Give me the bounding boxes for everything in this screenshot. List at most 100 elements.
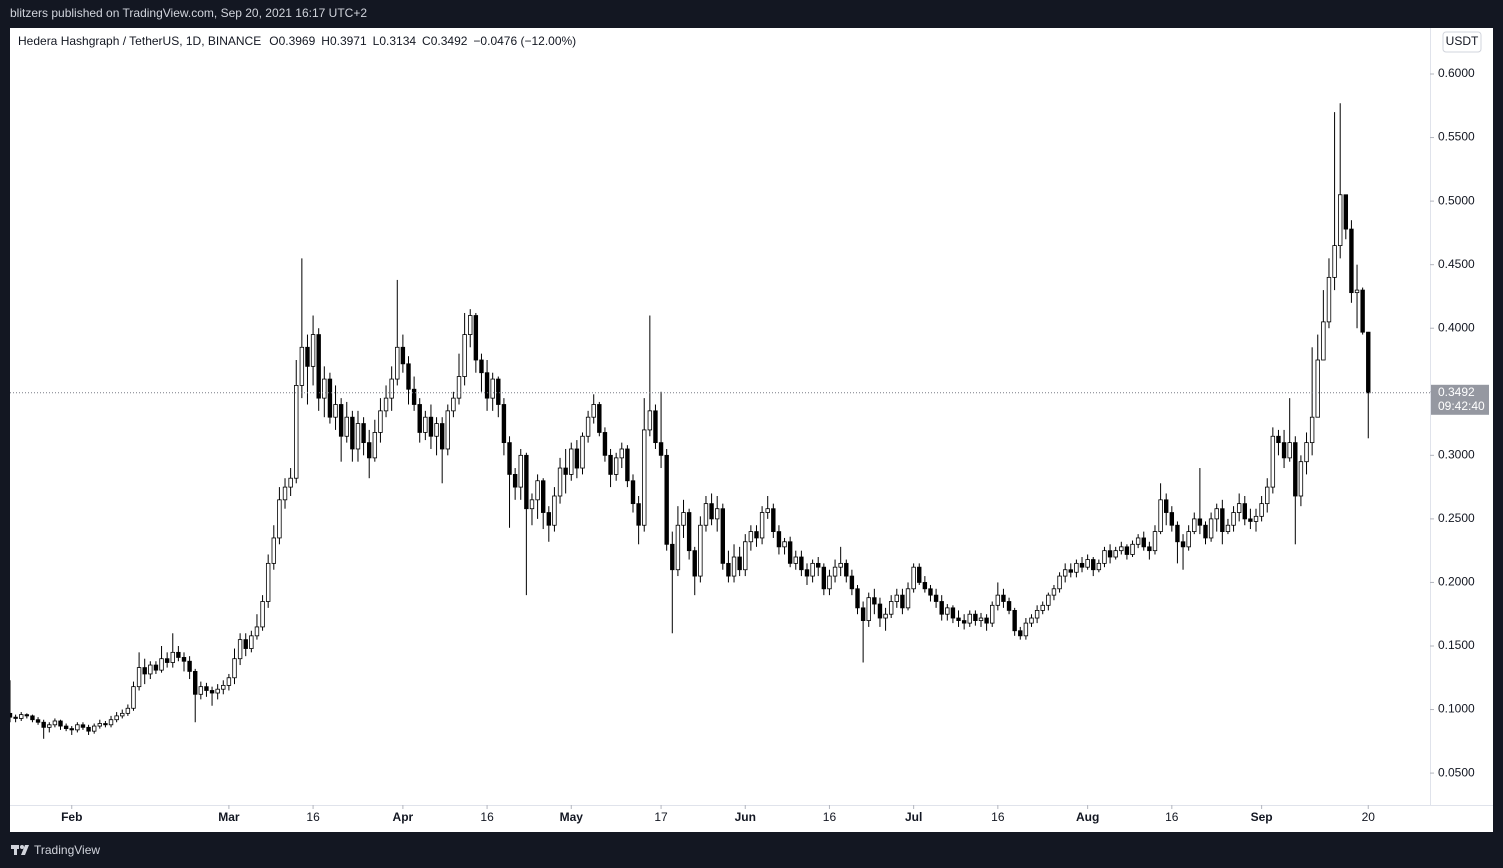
candle-body <box>19 714 24 719</box>
x-tick-label: 16 <box>1165 810 1179 824</box>
candle-body <box>681 512 686 526</box>
y-tick-label: 0.5500 <box>1438 130 1475 144</box>
candle-body <box>804 569 810 577</box>
candle-body <box>647 410 653 431</box>
candle-body <box>1281 442 1287 459</box>
candle-body <box>411 388 417 405</box>
candle-body <box>226 677 232 686</box>
candle-body <box>1225 524 1231 532</box>
candle-body <box>507 442 512 475</box>
tv-logo <box>11 845 29 855</box>
candle-body <box>686 512 692 552</box>
candle-body <box>445 410 450 450</box>
currency-button[interactable] <box>1442 31 1482 53</box>
candle-body <box>776 531 782 548</box>
candle-body <box>860 607 866 621</box>
x-tick-label: 20 <box>1362 810 1376 824</box>
candle-body <box>569 448 574 475</box>
x-tick-label: 16 <box>480 810 494 824</box>
legend-key: H <box>321 34 330 48</box>
x-tick-label: 17 <box>654 810 668 824</box>
candle-body <box>400 346 406 365</box>
candle-body <box>512 473 518 488</box>
candle-body <box>378 410 383 433</box>
candle-body <box>1360 289 1365 333</box>
candle-body <box>933 594 939 602</box>
candle-body <box>1012 610 1017 632</box>
legend-value: 0.3969 <box>279 34 316 48</box>
candle-body <box>131 686 136 709</box>
countdown-label: 09:42:40 <box>1438 399 1485 413</box>
candle-body <box>1057 575 1062 590</box>
x-tick-label: Aug <box>1076 810 1099 824</box>
legend-key: L <box>373 34 380 48</box>
candle-body <box>844 562 849 577</box>
candle-body <box>1169 512 1175 526</box>
candle-body <box>580 435 585 469</box>
currency-label[interactable]: USDT <box>1446 34 1479 48</box>
candle-body <box>737 556 742 571</box>
candle-body <box>271 537 276 564</box>
x-tick-label: May <box>560 810 584 824</box>
candle-body <box>799 556 804 571</box>
candle-body <box>338 404 344 437</box>
y-tick-label: 0.3000 <box>1438 448 1475 462</box>
candle-body <box>541 480 546 513</box>
candle-body <box>41 721 46 728</box>
candle-body <box>956 617 961 621</box>
candle-body <box>1062 569 1068 577</box>
candle-body <box>395 346 400 380</box>
candle-body <box>1248 518 1253 522</box>
candle-body <box>1180 541 1186 548</box>
candle-body <box>658 442 664 456</box>
candle-body <box>288 477 293 488</box>
candle-body <box>237 639 243 660</box>
candle-body <box>585 416 591 437</box>
candle-body <box>670 543 675 571</box>
candle-body <box>524 454 529 510</box>
candle-body <box>782 541 787 548</box>
candle-body <box>877 603 883 619</box>
x-tick-label: 16 <box>306 810 320 824</box>
candle-body <box>193 671 198 695</box>
y-tick-label: 0.6000 <box>1438 66 1475 80</box>
candle-body <box>473 315 479 361</box>
candle-body <box>260 601 265 628</box>
candle-body <box>355 423 361 450</box>
candle-body <box>714 508 720 520</box>
candle-body <box>1006 601 1012 611</box>
candle-body <box>372 432 378 459</box>
candle-body <box>563 467 568 475</box>
candle-body <box>164 658 170 663</box>
candle-body <box>136 667 142 688</box>
candle-body <box>1113 550 1118 558</box>
candle-body <box>827 575 832 590</box>
candle-body <box>1304 442 1309 463</box>
candle-body <box>1152 531 1158 552</box>
candle-body <box>1287 442 1292 459</box>
candle-body <box>1085 559 1090 568</box>
candle-body <box>1001 594 1006 602</box>
candle-body <box>1293 442 1298 497</box>
candle-body <box>198 686 204 695</box>
candle-body <box>928 588 933 596</box>
candle-body <box>52 720 58 726</box>
candle-body <box>1164 499 1169 513</box>
candle-body <box>720 508 726 564</box>
candle-body <box>1276 435 1281 444</box>
candle-body <box>642 429 647 526</box>
candle-body <box>91 725 97 732</box>
candle-body <box>1270 435 1276 488</box>
candle-body <box>591 404 596 418</box>
x-tick-label: 16 <box>823 810 837 824</box>
x-tick-label: Apr <box>393 810 414 824</box>
candle-body <box>1315 359 1320 418</box>
candle-body <box>1203 524 1208 539</box>
candle-body <box>939 601 944 615</box>
candle-body <box>888 601 894 615</box>
candle-body <box>451 397 456 412</box>
candle-body <box>1366 331 1371 394</box>
candle-body <box>1040 604 1045 611</box>
candle-body <box>552 495 557 526</box>
